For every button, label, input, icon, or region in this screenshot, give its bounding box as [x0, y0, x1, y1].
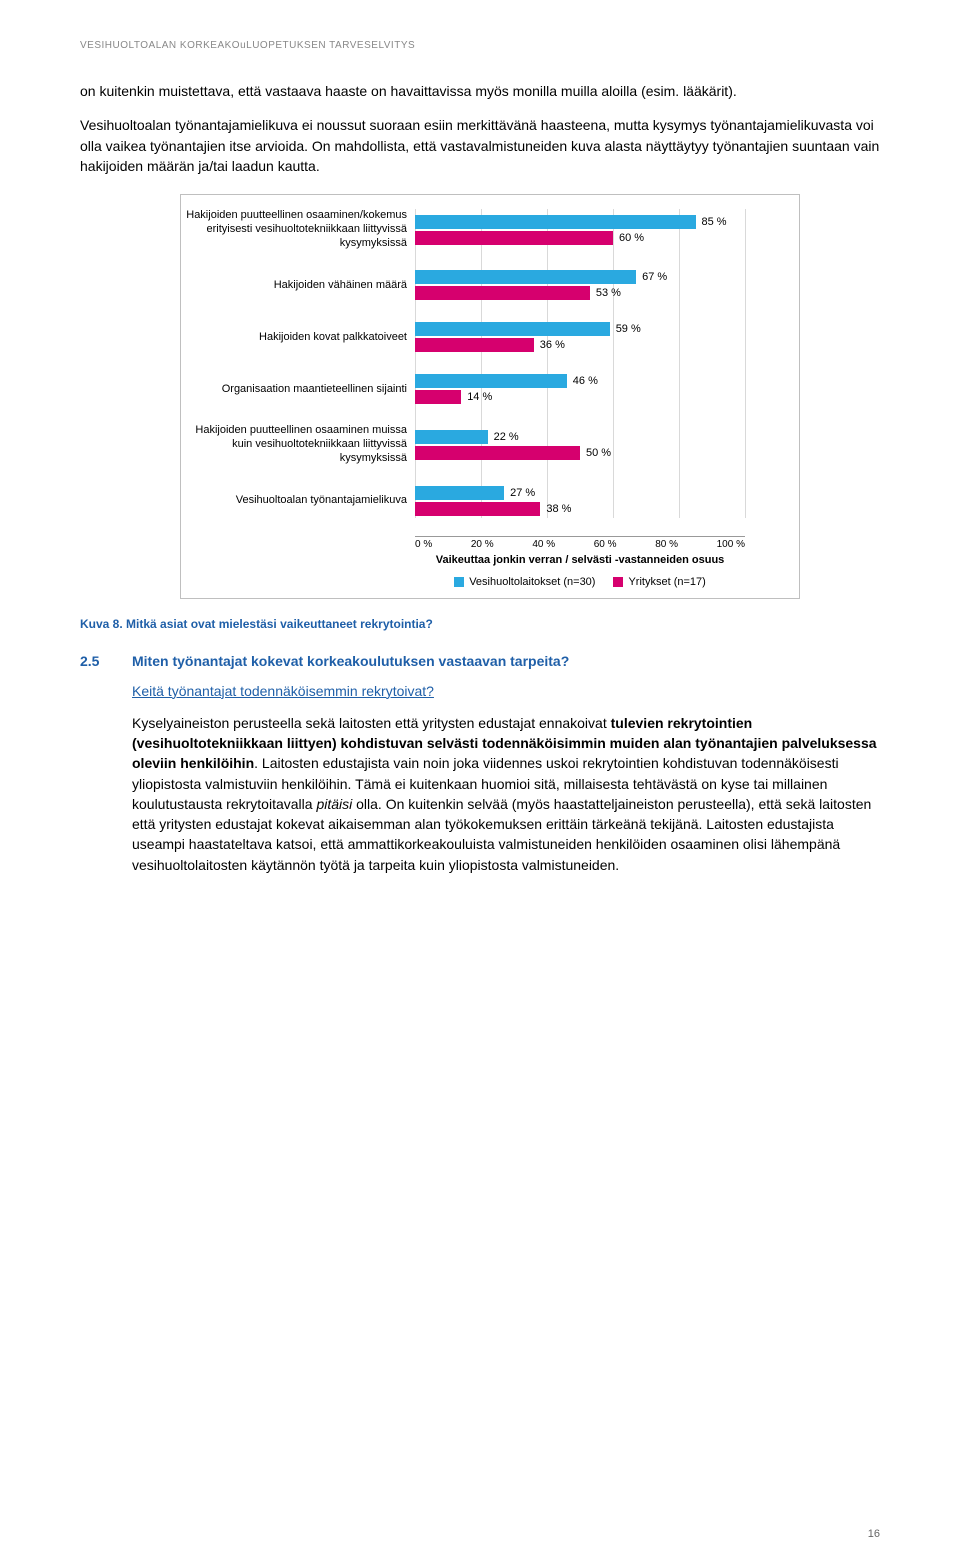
section-heading: 2.5 Miten työnantajat kokevat korkeakoul…	[80, 653, 880, 669]
chart-row: Organisaation maantieteellinen sijainti4…	[185, 372, 789, 406]
chart-bar: 67 %	[415, 270, 636, 284]
legend-swatch	[613, 577, 623, 587]
bar-value-label: 38 %	[540, 502, 571, 516]
chart-row: Hakijoiden puutteellinen osaaminen/kokem…	[185, 209, 789, 250]
chart-row: Hakijoiden vähäinen määrä67 %53 %	[185, 268, 789, 302]
bar-value-label: 85 %	[696, 215, 727, 229]
category-label: Hakijoiden kovat palkkatoiveet	[185, 331, 415, 345]
paragraph-1: on kuitenkin muistettava, että vastaava …	[80, 81, 880, 101]
chart-bar: 22 %	[415, 430, 488, 444]
page-number: 16	[868, 1528, 880, 1540]
chart-bar: 85 %	[415, 215, 696, 229]
bar-value-label: 36 %	[534, 338, 565, 352]
x-tick: 60 %	[594, 539, 617, 550]
paragraph-2: Vesihuoltoalan työnantajamielikuva ei no…	[80, 115, 880, 176]
legend-swatch	[454, 577, 464, 587]
legend-label: Yritykset (n=17)	[628, 576, 705, 588]
chart-bar: 46 %	[415, 374, 567, 388]
x-tick: 0 %	[415, 539, 432, 550]
chart-bar: 36 %	[415, 338, 534, 352]
chart-bar: 60 %	[415, 231, 613, 245]
bar-value-label: 53 %	[590, 286, 621, 300]
legend-label: Vesihuoltolaitokset (n=30)	[469, 576, 595, 588]
chart-bar: 53 %	[415, 286, 590, 300]
legend-item: Vesihuoltolaitokset (n=30)	[454, 576, 595, 588]
chart-bar: 59 %	[415, 322, 610, 336]
subheading: Keitä työnantajat todennäköisemmin rekry…	[132, 683, 880, 699]
page-header: VESIHUOLTOALAN KORKEAKOuLUOPETUKSEN TARV…	[80, 40, 880, 51]
body-text-italic: pitäisi	[316, 796, 352, 812]
bar-value-label: 14 %	[461, 390, 492, 404]
bar-value-label: 50 %	[580, 446, 611, 460]
category-label: Hakijoiden puutteellinen osaaminen/kokem…	[185, 209, 415, 250]
x-tick: 100 %	[717, 539, 745, 550]
body-text: Kyselyaineiston perusteella sekä laitost…	[132, 715, 611, 731]
bar-value-label: 27 %	[504, 486, 535, 500]
chart-row: Hakijoiden puutteellinen osaaminen muiss…	[185, 424, 789, 465]
chart-bar: 38 %	[415, 502, 540, 516]
bar-value-label: 46 %	[567, 374, 598, 388]
x-tick: 40 %	[532, 539, 555, 550]
bar-value-label: 60 %	[613, 231, 644, 245]
chart-bar: 27 %	[415, 486, 504, 500]
category-label: Hakijoiden vähäinen määrä	[185, 279, 415, 293]
category-label: Hakijoiden puutteellinen osaaminen muiss…	[185, 424, 415, 465]
chart-row: Vesihuoltoalan työnantajamielikuva27 %38…	[185, 484, 789, 518]
chart-bar: 50 %	[415, 446, 580, 460]
body-paragraph: Kyselyaineiston perusteella sekä laitost…	[132, 713, 880, 875]
chart-bar: 14 %	[415, 390, 461, 404]
section-title: Miten työnantajat kokevat korkeakoulutuk…	[132, 653, 569, 669]
bar-value-label: 22 %	[488, 430, 519, 444]
category-label: Vesihuoltoalan työnantajamielikuva	[185, 494, 415, 508]
category-label: Organisaation maantieteellinen sijainti	[185, 383, 415, 397]
bar-value-label: 59 %	[610, 322, 641, 336]
x-tick: 80 %	[655, 539, 678, 550]
figure-caption: Kuva 8. Mitkä asiat ovat mielestäsi vaik…	[80, 617, 880, 631]
x-tick: 20 %	[471, 539, 494, 550]
x-axis-title: Vaikeuttaa jonkin verran / selvästi -vas…	[415, 554, 745, 566]
legend-item: Yritykset (n=17)	[613, 576, 705, 588]
chart-figure: Hakijoiden puutteellinen osaaminen/kokem…	[180, 194, 800, 599]
chart-row: Hakijoiden kovat palkkatoiveet59 %36 %	[185, 320, 789, 354]
section-number: 2.5	[80, 653, 110, 669]
bar-value-label: 67 %	[636, 270, 667, 284]
